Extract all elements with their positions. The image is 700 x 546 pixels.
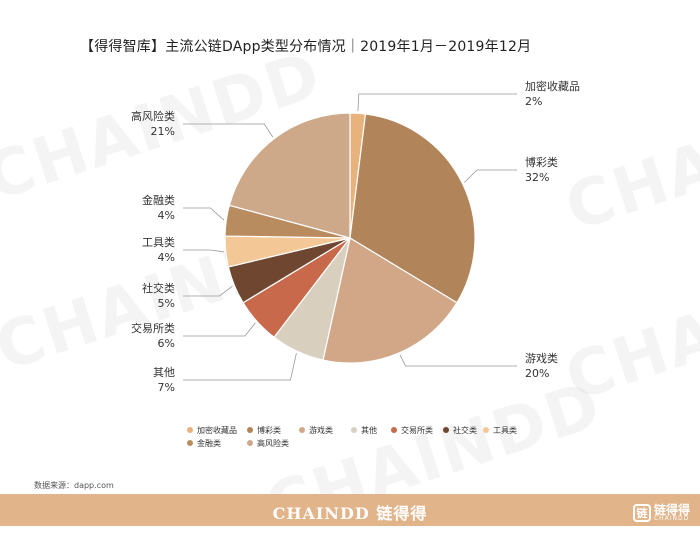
slice-label-2: 博彩类 [525,155,558,169]
legend-marker-4 [351,427,357,433]
slice-label-5: 交易所类 [131,321,175,335]
slice-value-5: 6% [158,337,175,350]
slice-label-8: 金融类 [142,193,175,207]
chain-logo-icon: 链 [632,504,651,522]
logo-en-text: CHAINDD [653,515,690,522]
leader-line-8 [183,207,225,221]
logo-cn-text: 链得得 [653,503,690,517]
leader-line-9 [183,123,274,138]
legend-marker-5 [391,427,397,433]
legend-label-7: 工具类 [493,425,517,435]
slice-label-3: 游戏类 [525,351,558,365]
legend-marker-3 [299,427,305,433]
chart-title: 【得得智库】主流公链DApp类型分布情况｜2019年1月－2019年12月 [80,39,532,55]
legend-marker-2 [247,427,253,433]
footer-bar: CHAINDD 链得得 链 链得得 CHAINDD [0,494,700,526]
slice-value-2: 32% [525,171,549,184]
leader-line-2 [464,169,517,183]
pie-slice-2 [349,113,476,304]
slice-value-9: 21% [151,125,175,138]
legend-label-3: 游戏类 [309,425,333,435]
slice-value-1: 2% [525,95,542,108]
pie-slice-9 [228,112,351,239]
legend-label-1: 加密收藏品 [197,425,237,435]
leader-line-4 [183,353,297,381]
legend-label-2: 博彩类 [257,425,281,435]
slice-label-1: 加密收藏品 [525,79,580,93]
leader-line-3 [399,354,517,367]
brand-logo: 链 链得得 CHAINDD [632,503,690,522]
slice-label-7: 工具类 [142,235,175,249]
pie-chart: 加密收藏品 2% 博彩类 32% 游戏类 20% 其他 7% 交易所类 6% 社交类 5% 工具类 4% 金… [131,79,580,448]
slice-value-4: 7% [158,381,175,394]
legend-marker-1 [187,427,193,433]
legend-label-5: 交易所类 [401,425,433,435]
legend-label-8: 金融类 [197,438,221,448]
legend-marker-9 [247,440,253,446]
legend-marker-8 [187,440,193,446]
leader-line-5 [183,322,256,337]
pie-slice-3 [322,237,458,364]
slice-label-4: 其他 [153,366,175,379]
slice-value-7: 4% [158,251,175,264]
legend-marker-6 [443,427,449,433]
leader-line-6 [183,285,233,297]
legend-label-4: 其他 [361,425,377,435]
leader-line-7 [183,249,224,253]
footer-brand: CHAINDD 链得得 [272,504,428,523]
data-source: 数据来源：dapp.com [34,481,114,490]
slice-label-9: 高风险类 [131,109,175,123]
slice-value-8: 4% [158,209,175,222]
legend-marker-7 [483,427,489,433]
leader-line-1 [357,93,517,112]
legend-label-6: 社交类 [453,425,477,435]
legend-label-9: 高风险类 [257,438,289,448]
slice-value-6: 5% [158,297,175,310]
slice-label-6: 社交类 [142,281,175,295]
slice-value-3: 20% [525,367,549,380]
